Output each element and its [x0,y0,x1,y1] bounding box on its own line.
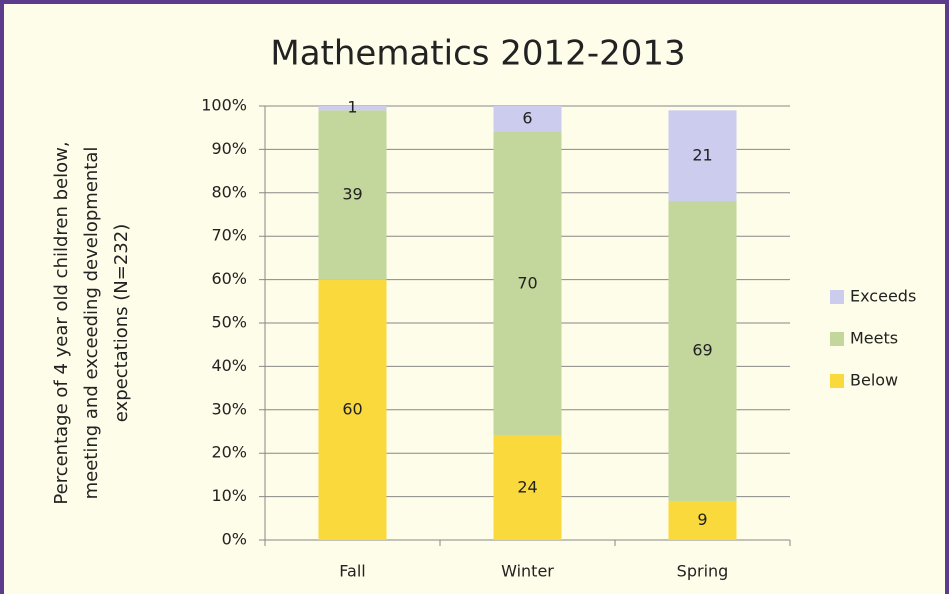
legend-swatch [830,374,844,388]
y-tick-label: 20% [211,443,247,462]
bar-segment [318,110,387,280]
y-tick-label: 30% [211,399,247,418]
data-label: 69 [692,341,712,360]
y-axis-label-line: Percentage of 4 year old children below, [51,141,72,504]
y-axis-label-line: meeting and exceeding developmental [81,147,102,500]
bar-segment [493,132,562,436]
y-tick-label: 0% [222,530,247,549]
y-tick-label: 90% [211,139,247,158]
data-label: 9 [697,510,707,529]
y-axis-label: Percentage of 4 year old children below,… [51,141,132,504]
y-tick-label: 50% [211,313,247,332]
bar-segment [318,279,387,540]
legend-label: Below [850,371,898,390]
y-tick-label: 100% [201,96,247,115]
legend-swatch [830,290,844,304]
y-axis-label-line: expectations (N=232) [111,224,132,422]
data-label: 21 [692,145,712,164]
data-label: 60 [342,399,362,418]
y-tick-label: 40% [211,356,247,375]
x-tick-label: Fall [339,562,365,581]
bar-segment [318,106,387,111]
y-tick-label: 70% [211,226,247,245]
bar-segment [493,106,562,133]
y-tick-label: 60% [211,269,247,288]
chart-title: Mathematics 2012-2013 [270,34,685,74]
legend-swatch [830,332,844,346]
x-tick-label: Spring [677,562,729,581]
data-label: 1 [347,98,357,117]
data-label: 24 [517,477,537,496]
y-tick-label: 10% [211,486,247,505]
data-label: 70 [517,273,537,292]
bar-segment [493,435,562,540]
bar-segment [668,110,737,202]
y-tick-label: 80% [211,182,247,201]
bar-segment [668,500,737,540]
x-tick-label: Winter [501,562,554,581]
bar-segment [668,201,737,501]
data-label: 39 [342,184,362,203]
data-label: 6 [522,109,532,128]
legend-label: Meets [850,329,898,348]
legend-label: Exceeds [850,287,916,306]
